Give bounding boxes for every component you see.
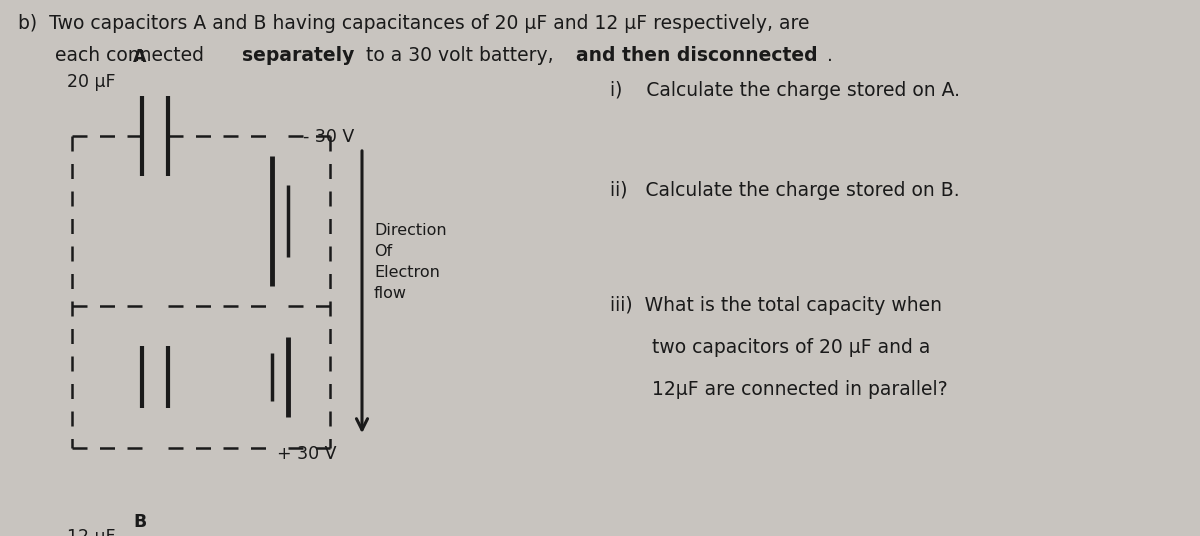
Text: and then disconnected: and then disconnected xyxy=(576,46,817,65)
Text: + 30 V: + 30 V xyxy=(277,445,336,463)
Text: Direction
Of
Electron
flow: Direction Of Electron flow xyxy=(374,223,446,301)
Text: 12μF are connected in parallel?: 12μF are connected in parallel? xyxy=(610,380,948,399)
Text: separately: separately xyxy=(242,46,354,65)
Text: i)    Calculate the charge stored on A.: i) Calculate the charge stored on A. xyxy=(610,81,960,100)
Text: B: B xyxy=(133,513,146,531)
Text: A: A xyxy=(133,48,146,66)
Text: 12 μF: 12 μF xyxy=(67,528,115,536)
Text: - 30 V: - 30 V xyxy=(302,128,354,146)
Text: iii)  What is the total capacity when: iii) What is the total capacity when xyxy=(610,296,942,315)
Text: 20 μF: 20 μF xyxy=(67,73,115,91)
Text: .: . xyxy=(827,46,833,65)
Text: to a 30 volt battery,: to a 30 volt battery, xyxy=(360,46,559,65)
Text: two capacitors of 20 μF and a: two capacitors of 20 μF and a xyxy=(610,338,930,357)
Text: ii)   Calculate the charge stored on B.: ii) Calculate the charge stored on B. xyxy=(610,181,960,200)
Text: each connected: each connected xyxy=(55,46,210,65)
Text: b)  Two capacitors A and B having capacitances of 20 μF and 12 μF respectively, : b) Two capacitors A and B having capacit… xyxy=(18,14,810,33)
